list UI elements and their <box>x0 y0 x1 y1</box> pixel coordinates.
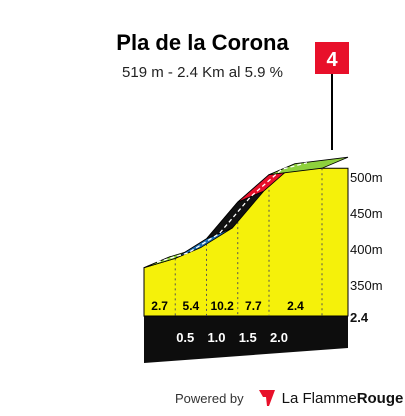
powered-by-label: Powered by <box>175 390 244 406</box>
y-tick-label: 350m <box>350 278 383 293</box>
km-gridlines <box>174 168 323 316</box>
profile-front-face <box>143 167 349 317</box>
brand-name: La FlammeRouge <box>282 390 404 407</box>
x-tick-label: 2.0 <box>270 330 288 345</box>
gradient-label: 2.4 <box>287 299 304 313</box>
x-tick-label: 0.5 <box>176 330 194 345</box>
x-tick-label: 2.4 <box>350 310 369 325</box>
gradient-label: 2.7 <box>151 299 168 313</box>
gradient-labels: 2.7 5.4 10.2 7.7 2.4 <box>151 299 304 313</box>
brand-name-light: La Flamme <box>281 389 357 407</box>
profile-fill <box>143 167 349 317</box>
gradient-label: 5.4 <box>183 299 200 313</box>
profile-base-band <box>144 316 348 363</box>
category-flag-label: 4 <box>326 49 338 71</box>
category-flag: 4 <box>315 42 349 150</box>
gradient-label: 10.2 <box>210 299 234 313</box>
y-axis-ticks: 350m 400m 450m 500m <box>350 170 383 293</box>
footer: Powered by La FlammeRouge <box>175 387 403 409</box>
brand-name-bold: Rouge <box>356 389 404 407</box>
flame-logo-icon <box>258 390 275 406</box>
y-tick-label: 500m <box>350 170 383 185</box>
climb-subtitle: 519 m - 2.4 Km al 5.9 % <box>122 64 283 81</box>
x-tick-label: 1.0 <box>207 330 225 345</box>
gradient-segment <box>268 156 349 176</box>
gradient-segments <box>143 156 349 269</box>
category-flag-box <box>315 42 349 74</box>
y-tick-label: 450m <box>350 206 383 221</box>
x-tick-label: 1.5 <box>239 330 257 345</box>
x-axis-ticks: 0.5 1.0 1.5 2.0 2.4 <box>176 310 369 345</box>
gradient-label: 7.7 <box>245 299 262 313</box>
climb-title: Pla de la Corona <box>116 30 289 55</box>
y-tick-label: 400m <box>350 242 383 257</box>
road-centre-line <box>156 162 308 263</box>
